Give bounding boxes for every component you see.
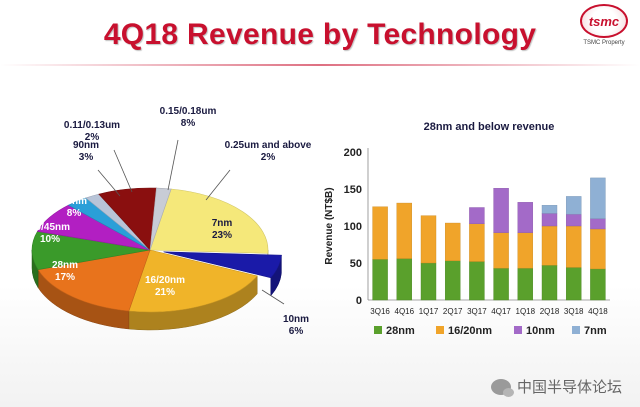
x-tick-label: 3Q17 <box>467 307 487 316</box>
bar-28nm-4q17 <box>493 267 509 301</box>
bar-7nm-3q18 <box>565 196 582 215</box>
pie-leader-line <box>167 139 179 191</box>
pie-value-65nm: 8% <box>67 208 82 219</box>
y-tick-label: 50 <box>350 258 362 270</box>
pie-tops <box>31 187 282 313</box>
pie-slice-40-45nm <box>31 231 151 270</box>
pie-value-0-11-0-13um: 2% <box>85 132 100 143</box>
bar-28nm-3q18 <box>565 267 582 301</box>
bar-28nm-1q18 <box>517 267 534 301</box>
legend-label-7nm: 7nm <box>584 325 607 337</box>
bar-16-20nm-4q18 <box>590 228 606 270</box>
bar-10nm-4q18 <box>590 218 606 230</box>
bar-16-20nm-1q18 <box>517 232 534 269</box>
bar-chart: 28nm and below revenue Revenue (NT$B) 0 50 1… <box>324 121 610 337</box>
bar-16-20nm-1q17 <box>420 215 437 264</box>
bar-10nm-3q18 <box>565 213 582 227</box>
bar-legend: 28nm 16/20nm 10nm 7nm <box>374 325 607 337</box>
y-tick-label: 100 <box>344 221 362 233</box>
title-divider <box>0 64 640 66</box>
pie-value-90nm: 3% <box>79 152 94 163</box>
pie-leader-line <box>113 149 133 193</box>
pie-slice-0-25um-and-above <box>149 187 172 251</box>
watermark-text: 中国半导体论坛 <box>516 378 622 396</box>
bar-16-20nm-3q17 <box>469 223 485 262</box>
bar-16-20nm-2q18 <box>541 225 558 266</box>
bar-28nm-2q17 <box>444 260 461 301</box>
pie-label-10nm: 10nm <box>283 314 309 325</box>
pie-label-90nm: 90nm <box>73 140 99 151</box>
bar-7nm-4q18 <box>590 177 606 219</box>
x-tick-label: 4Q18 <box>588 307 608 316</box>
y-tick-label: 0 <box>356 295 362 307</box>
x-tick-label: 2Q18 <box>540 307 560 316</box>
pie-label-40-45nm: 40/45nm <box>30 222 70 233</box>
pie-value-7nm: 23% <box>212 230 232 241</box>
legend-swatch-28nm <box>374 326 382 334</box>
bar-16-20nm-4q17 <box>493 232 509 269</box>
pie-value-0-25um-and-above: 2% <box>261 152 276 163</box>
bar-10nm-2q18 <box>541 213 558 227</box>
pie-value-10nm: 6% <box>289 326 304 337</box>
pie-slice-10nm <box>163 251 282 279</box>
bar-10nm-3q17 <box>469 207 485 224</box>
pie-label-0-15-0-18um: 0.15/0.18um <box>160 106 217 117</box>
pie-leader-line <box>97 169 121 197</box>
legend-swatch-16-20nm <box>436 326 444 334</box>
bar-28nm-1q17 <box>420 262 437 301</box>
y-tick-label: 150 <box>344 184 362 196</box>
x-tick-label: 2Q17 <box>443 307 463 316</box>
watermark: 中国半导体论坛 <box>490 376 622 397</box>
legend-label-28nm: 28nm <box>386 325 415 337</box>
pie-label-65nm: 65nm <box>61 196 87 207</box>
y-axis-label: Revenue (NT$B) <box>324 187 335 264</box>
bar-16-20nm-2q17 <box>444 222 461 261</box>
pie-label-16-20nm: 16/20nm <box>145 275 185 286</box>
bar-28nm-4q18 <box>590 268 606 301</box>
wechat-icon <box>490 378 514 397</box>
x-tick-label: 1Q17 <box>419 307 439 316</box>
bar-28nm-3q16 <box>372 259 388 301</box>
tsmc-logo-icon: tsmc <box>580 4 628 38</box>
pie-label-0-11-0-13um: 0.11/0.13um <box>64 120 120 131</box>
legend-swatch-7nm <box>572 326 580 334</box>
bar-28nm-4q16 <box>396 258 413 301</box>
bar-chart-title: 28nm and below revenue <box>424 121 555 133</box>
legend-label-10nm: 10nm <box>526 325 555 337</box>
pie-leader-line <box>205 169 231 201</box>
x-tick-label: 3Q16 <box>370 307 390 316</box>
logo-caption: TSMC Property <box>583 40 625 46</box>
bar-16-20nm-4q16 <box>396 202 413 259</box>
pie-value-16-20nm: 21% <box>155 287 175 298</box>
pie-slice-16-20nm <box>128 249 258 313</box>
bar-16-20nm-3q18 <box>565 225 582 268</box>
x-tick-label: 1Q18 <box>516 307 536 316</box>
logo: tsmc TSMC Property <box>578 4 630 46</box>
bar-10nm-4q17 <box>493 188 509 233</box>
pie-value-0-15-0-18um: 8% <box>181 118 196 129</box>
x-tick-label: 4Q16 <box>395 307 415 316</box>
bar-10nm-1q18 <box>517 202 534 233</box>
pie-label-0-25um-and-above: 0.25um and above <box>225 140 312 151</box>
bar-28nm-2q18 <box>541 265 558 301</box>
pie-slice-7nm <box>149 188 269 254</box>
bar-28nm-3q17 <box>469 261 485 301</box>
x-tick-label: 4Q17 <box>491 307 511 316</box>
bar-7nm-2q18 <box>541 205 558 214</box>
legend-swatch-10nm <box>514 326 522 334</box>
legend-label-16-20nm: 16/20nm <box>448 325 492 337</box>
page-title: 4Q18 Revenue by Technology <box>103 18 537 51</box>
pie-label-7nm: 7nm <box>212 218 233 229</box>
pie-value-28nm: 17% <box>55 272 75 283</box>
pie-slice-28nm <box>37 249 151 312</box>
x-tick-label: 3Q18 <box>564 307 584 316</box>
pie-value-40-45nm: 10% <box>40 234 60 245</box>
pie-label-28nm: 28nm <box>52 260 78 271</box>
bar-16-20nm-3q16 <box>372 206 388 260</box>
y-tick-label: 200 <box>344 147 362 159</box>
pie-leader-line <box>261 289 285 305</box>
